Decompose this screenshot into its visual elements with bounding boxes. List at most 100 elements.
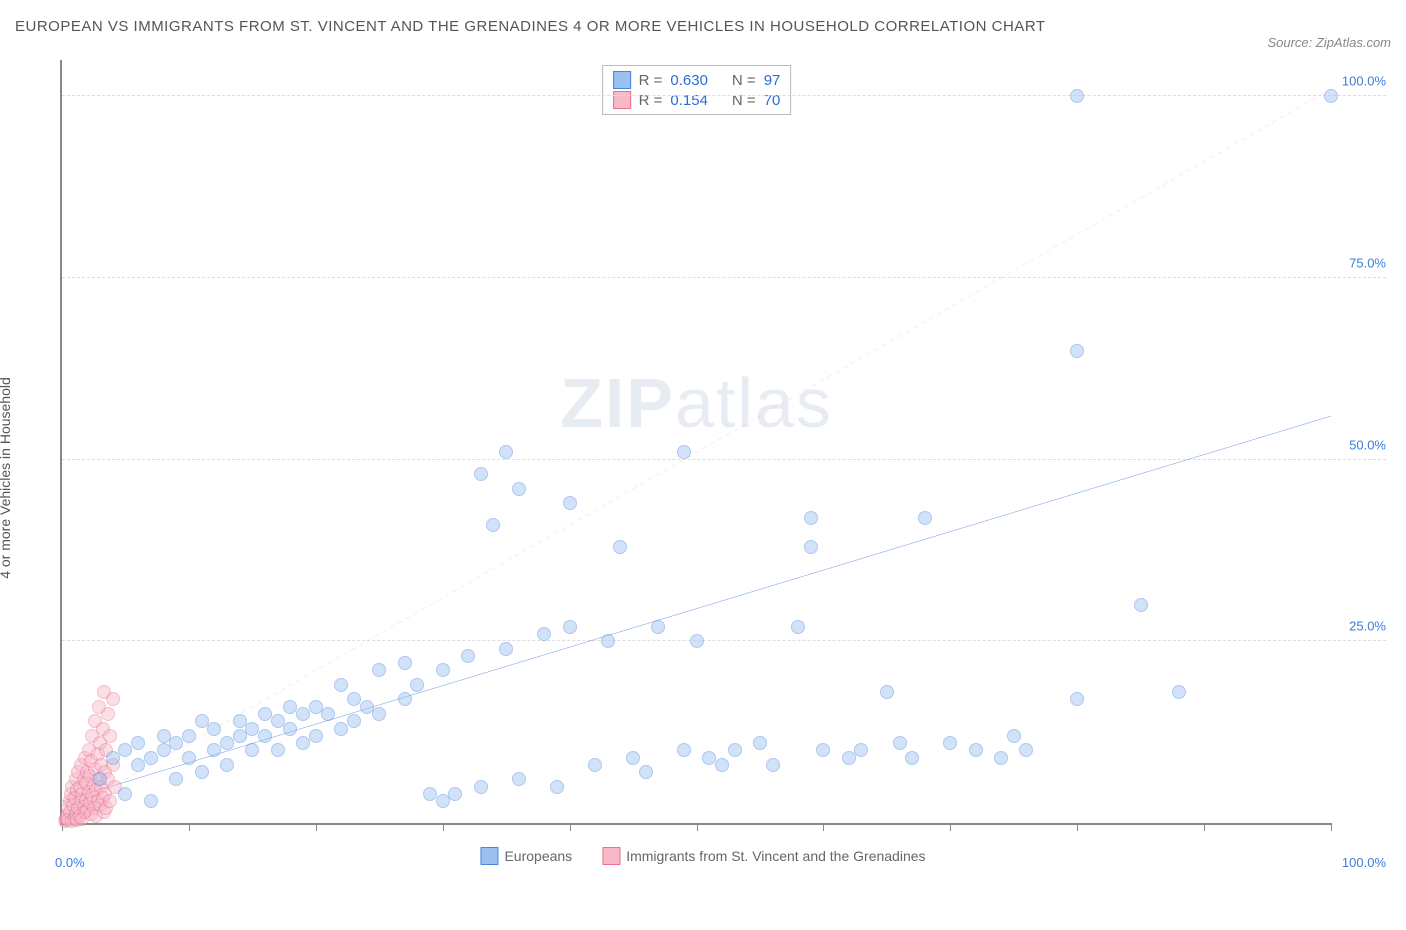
data-point (157, 743, 171, 757)
x-tick (443, 823, 444, 831)
data-point (943, 736, 957, 750)
legend-item-2: Immigrants from St. Vincent and the Gren… (602, 847, 925, 865)
swatch-series1 (613, 71, 631, 89)
y-tick-label: 100.0% (1342, 74, 1386, 89)
data-point (144, 794, 158, 808)
data-point (969, 743, 983, 757)
data-point (207, 743, 221, 757)
data-point (804, 511, 818, 525)
data-point (93, 772, 107, 786)
data-point (994, 751, 1008, 765)
data-point (499, 642, 513, 656)
data-point (245, 743, 259, 757)
r-value-2: 0.154 (670, 92, 708, 109)
gridline (62, 95, 1386, 96)
data-point (182, 751, 196, 765)
r-label: R = (639, 92, 663, 109)
data-point (101, 707, 115, 721)
data-point (486, 518, 500, 532)
data-point (677, 445, 691, 459)
data-point (842, 751, 856, 765)
y-tick-label: 50.0% (1349, 437, 1386, 452)
data-point (512, 772, 526, 786)
stats-row-2: R = 0.154 N = 70 (613, 90, 781, 110)
data-point (639, 765, 653, 779)
data-point (103, 729, 117, 743)
legend-item-1: Europeans (480, 847, 572, 865)
data-point (728, 743, 742, 757)
data-point (1070, 89, 1084, 103)
data-point (816, 743, 830, 757)
x-tick (316, 823, 317, 831)
r-value-1: 0.630 (670, 72, 708, 89)
gridline (62, 640, 1386, 641)
plot-area: ZIPatlas R = 0.630 N = 97 R = 0.154 N = … (60, 60, 1331, 825)
data-point (372, 707, 386, 721)
x-origin-label: 0.0% (55, 855, 85, 870)
data-point (613, 540, 627, 554)
data-point (372, 663, 386, 677)
data-point (690, 634, 704, 648)
data-point (103, 794, 117, 808)
data-point (1007, 729, 1021, 743)
data-point (131, 736, 145, 750)
data-point (347, 714, 361, 728)
data-point (651, 620, 665, 634)
data-point (854, 743, 868, 757)
legend-bottom: Europeans Immigrants from St. Vincent an… (480, 847, 925, 865)
data-point (1134, 598, 1148, 612)
n-value-2: 70 (764, 92, 781, 109)
data-point (626, 751, 640, 765)
stats-box: R = 0.630 N = 97 R = 0.154 N = 70 (602, 65, 792, 115)
data-point (893, 736, 907, 750)
data-point (258, 729, 272, 743)
x-tick (1204, 823, 1205, 831)
watermark: ZIPatlas (560, 363, 833, 443)
data-point (271, 743, 285, 757)
data-point (512, 482, 526, 496)
data-point (233, 729, 247, 743)
scatter-chart: 4 or more Vehicles in Household ZIPatlas… (15, 55, 1391, 885)
data-point (131, 758, 145, 772)
data-point (537, 627, 551, 641)
legend-swatch-1 (480, 847, 498, 865)
data-point (182, 729, 196, 743)
data-point (118, 743, 132, 757)
x-max-label: 100.0% (1342, 855, 1386, 870)
data-point (296, 736, 310, 750)
x-tick (1331, 823, 1332, 831)
x-tick (950, 823, 951, 831)
x-tick (697, 823, 698, 831)
data-point (321, 707, 335, 721)
data-point (918, 511, 932, 525)
x-tick (1077, 823, 1078, 831)
gridline (62, 277, 1386, 278)
data-point (296, 707, 310, 721)
y-tick-label: 75.0% (1349, 256, 1386, 271)
data-point (398, 692, 412, 706)
data-point (1070, 692, 1084, 706)
data-point (448, 787, 462, 801)
data-point (106, 692, 120, 706)
data-point (118, 787, 132, 801)
stats-row-1: R = 0.630 N = 97 (613, 70, 781, 90)
data-point (550, 780, 564, 794)
data-point (563, 620, 577, 634)
legend-label-1: Europeans (504, 848, 572, 864)
y-axis-label: 4 or more Vehicles in Household (0, 377, 13, 579)
data-point (905, 751, 919, 765)
x-tick (570, 823, 571, 831)
data-point (334, 722, 348, 736)
data-point (588, 758, 602, 772)
x-tick (189, 823, 190, 831)
data-point (791, 620, 805, 634)
data-point (169, 772, 183, 786)
data-point (309, 729, 323, 743)
legend-label-2: Immigrants from St. Vincent and the Gren… (626, 848, 925, 864)
data-point (410, 678, 424, 692)
data-point (766, 758, 780, 772)
data-point (563, 496, 577, 510)
data-point (753, 736, 767, 750)
data-point (220, 736, 234, 750)
data-point (601, 634, 615, 648)
